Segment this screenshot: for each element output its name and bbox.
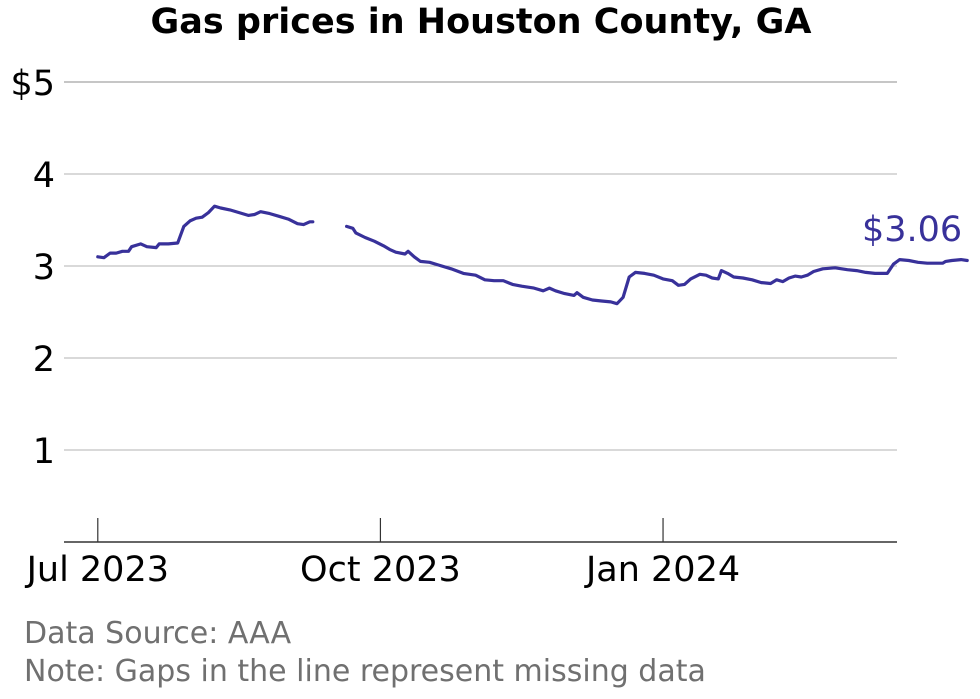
missing-data-note: Note: Gaps in the line represent missing… bbox=[24, 654, 706, 689]
price-line-segment-1 bbox=[96, 204, 315, 260]
y-tick-label: 3 bbox=[33, 248, 55, 288]
x-tick-label: Oct 2023 bbox=[300, 550, 461, 590]
last-value-label: $3.06 bbox=[862, 210, 962, 250]
x-tick-label: Jan 2024 bbox=[584, 550, 740, 590]
y-tick-label: $5 bbox=[10, 64, 55, 104]
x-tick-label: Jul 2023 bbox=[25, 550, 169, 590]
y-tick-label: 4 bbox=[33, 156, 55, 196]
line-chart: 1 2 3 4 $5 Jul 2023 Oct 2023 Jan 2024 $3.06 bbox=[10, 64, 969, 590]
price-line-segment-2 bbox=[345, 224, 969, 306]
y-tick-label: 2 bbox=[33, 340, 55, 380]
chart-title: Gas prices in Houston County, GA bbox=[150, 2, 812, 42]
data-source-note: Data Source: AAA bbox=[24, 616, 292, 651]
y-tick-label: 1 bbox=[33, 432, 55, 472]
